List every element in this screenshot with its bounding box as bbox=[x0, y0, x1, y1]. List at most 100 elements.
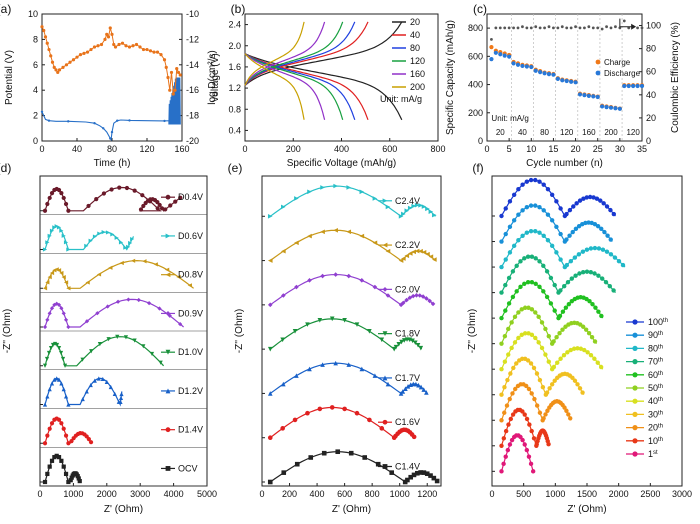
data-point-40 bbox=[546, 359, 551, 364]
data-point-50 bbox=[557, 331, 562, 336]
data-point-D1.0V bbox=[44, 356, 50, 362]
data-point-20 bbox=[499, 418, 504, 423]
data-point-discharge bbox=[493, 50, 498, 55]
data-point-C1.6V bbox=[305, 410, 310, 416]
data-point-70 bbox=[562, 283, 567, 289]
y-tick-label: 2.0 bbox=[228, 41, 241, 51]
legend-marker bbox=[165, 466, 171, 471]
data-point-10 bbox=[503, 428, 509, 434]
legend-label-suffix: th bbox=[658, 344, 663, 350]
data-point-D0.8V bbox=[63, 280, 69, 285]
series-line-charge-200 bbox=[244, 21, 305, 86]
data-point-D0.4V bbox=[163, 207, 168, 212]
data-point-100 bbox=[611, 211, 617, 217]
data-point-100 bbox=[549, 192, 555, 197]
data-point-D0.4V bbox=[173, 199, 178, 204]
data-point-50 bbox=[589, 335, 595, 340]
data-point-70 bbox=[603, 279, 609, 285]
legend-label-suffix: th bbox=[658, 397, 663, 403]
data-point-C2.4V bbox=[425, 206, 430, 212]
data-point-70 bbox=[541, 263, 546, 268]
data-point-discharge bbox=[622, 83, 627, 89]
data-point-D0.6V bbox=[130, 236, 135, 242]
y-tick-label: 6 bbox=[33, 60, 38, 70]
data-point-logd bbox=[61, 65, 65, 69]
data-point-D0.6V bbox=[123, 245, 128, 250]
series-line-C1.6V bbox=[269, 406, 416, 439]
data-point-potential bbox=[93, 122, 96, 125]
y-tick-label: 600 bbox=[468, 51, 483, 61]
legend-label: D0.6V bbox=[178, 231, 203, 241]
data-point-discharge bbox=[546, 72, 552, 77]
data-point-discharge bbox=[511, 61, 516, 66]
data-point-40 bbox=[561, 353, 567, 358]
data-point-D1.0V bbox=[123, 335, 129, 340]
data-point-60 bbox=[518, 284, 523, 290]
data-point-D0.6V bbox=[45, 240, 50, 245]
data-point-C1.6V bbox=[411, 434, 417, 440]
data-point-20 bbox=[502, 410, 507, 415]
data-point-discharge bbox=[555, 76, 560, 82]
data-point-D0.9V bbox=[95, 311, 100, 316]
data-point-70 bbox=[552, 282, 557, 288]
data-point-potential bbox=[116, 119, 119, 122]
data-point-60 bbox=[514, 289, 519, 294]
data-point-1 bbox=[518, 434, 523, 440]
data-point-D0.8V bbox=[47, 275, 52, 280]
data-point-40 bbox=[555, 360, 560, 365]
data-point-C1.7V bbox=[294, 373, 299, 378]
x-tick-label: 15 bbox=[548, 144, 558, 154]
data-point-D0.8V bbox=[59, 270, 64, 276]
data-point-discharge bbox=[617, 106, 622, 111]
data-point-70 bbox=[529, 254, 535, 259]
y2-tick-label: 20 bbox=[646, 113, 656, 123]
data-point-C1.8V bbox=[412, 340, 418, 346]
data-point-D0.9V bbox=[59, 306, 64, 311]
data-point-40 bbox=[499, 366, 504, 372]
data-point-ce bbox=[574, 25, 577, 29]
data-point-90 bbox=[595, 223, 601, 229]
series-line-1 bbox=[500, 434, 534, 472]
data-point-D0.6V bbox=[66, 247, 71, 252]
data-point-D1.0V bbox=[52, 341, 58, 347]
data-point-logd bbox=[171, 92, 175, 96]
data-point-ce bbox=[512, 26, 515, 30]
data-point-C1.4V bbox=[405, 477, 410, 483]
y-tick-label: 0 bbox=[33, 136, 38, 146]
data-point-C1.4V bbox=[434, 478, 440, 484]
data-point-40 bbox=[516, 335, 521, 341]
series-line-charge-40 bbox=[244, 21, 369, 86]
data-point-100 bbox=[587, 194, 593, 200]
data-point-90 bbox=[602, 229, 607, 235]
data-point-40 bbox=[533, 335, 538, 341]
data-point-potential bbox=[110, 130, 114, 134]
data-point-logd bbox=[155, 50, 160, 54]
legend-marker-charge bbox=[595, 59, 601, 65]
data-point-30 bbox=[572, 378, 578, 383]
panel-label: (a) bbox=[0, 2, 11, 16]
data-point-logd bbox=[120, 41, 125, 45]
data-point-60 bbox=[587, 299, 592, 304]
data-point-ce bbox=[556, 26, 560, 30]
data-point-60 bbox=[557, 313, 563, 319]
data-point-70 bbox=[525, 254, 531, 259]
x-tick-label: 0 bbox=[242, 144, 247, 154]
data-point-charge bbox=[489, 45, 494, 50]
data-point-C2.2V bbox=[307, 233, 312, 239]
data-point-C2.4V bbox=[414, 202, 420, 208]
data-point-C2.2V bbox=[294, 240, 299, 246]
data-point-C1.7V bbox=[359, 366, 365, 372]
data-point-discharge bbox=[573, 80, 578, 85]
legend-label-suffix: th bbox=[663, 318, 668, 324]
y-tick-label: 2.4 bbox=[228, 20, 241, 30]
legend-marker bbox=[382, 419, 388, 425]
data-point-D0.9V bbox=[56, 302, 62, 307]
plot-frame bbox=[486, 13, 643, 142]
data-point-60 bbox=[593, 305, 598, 310]
legend-label: 120 bbox=[410, 56, 425, 66]
data-point-logd bbox=[50, 60, 55, 64]
data-point-C2.0V bbox=[385, 293, 391, 298]
y-axis-label: Potential (V) bbox=[4, 50, 15, 105]
data-point-D1.2V bbox=[61, 387, 66, 392]
legend-label: C2.0V bbox=[395, 284, 420, 294]
